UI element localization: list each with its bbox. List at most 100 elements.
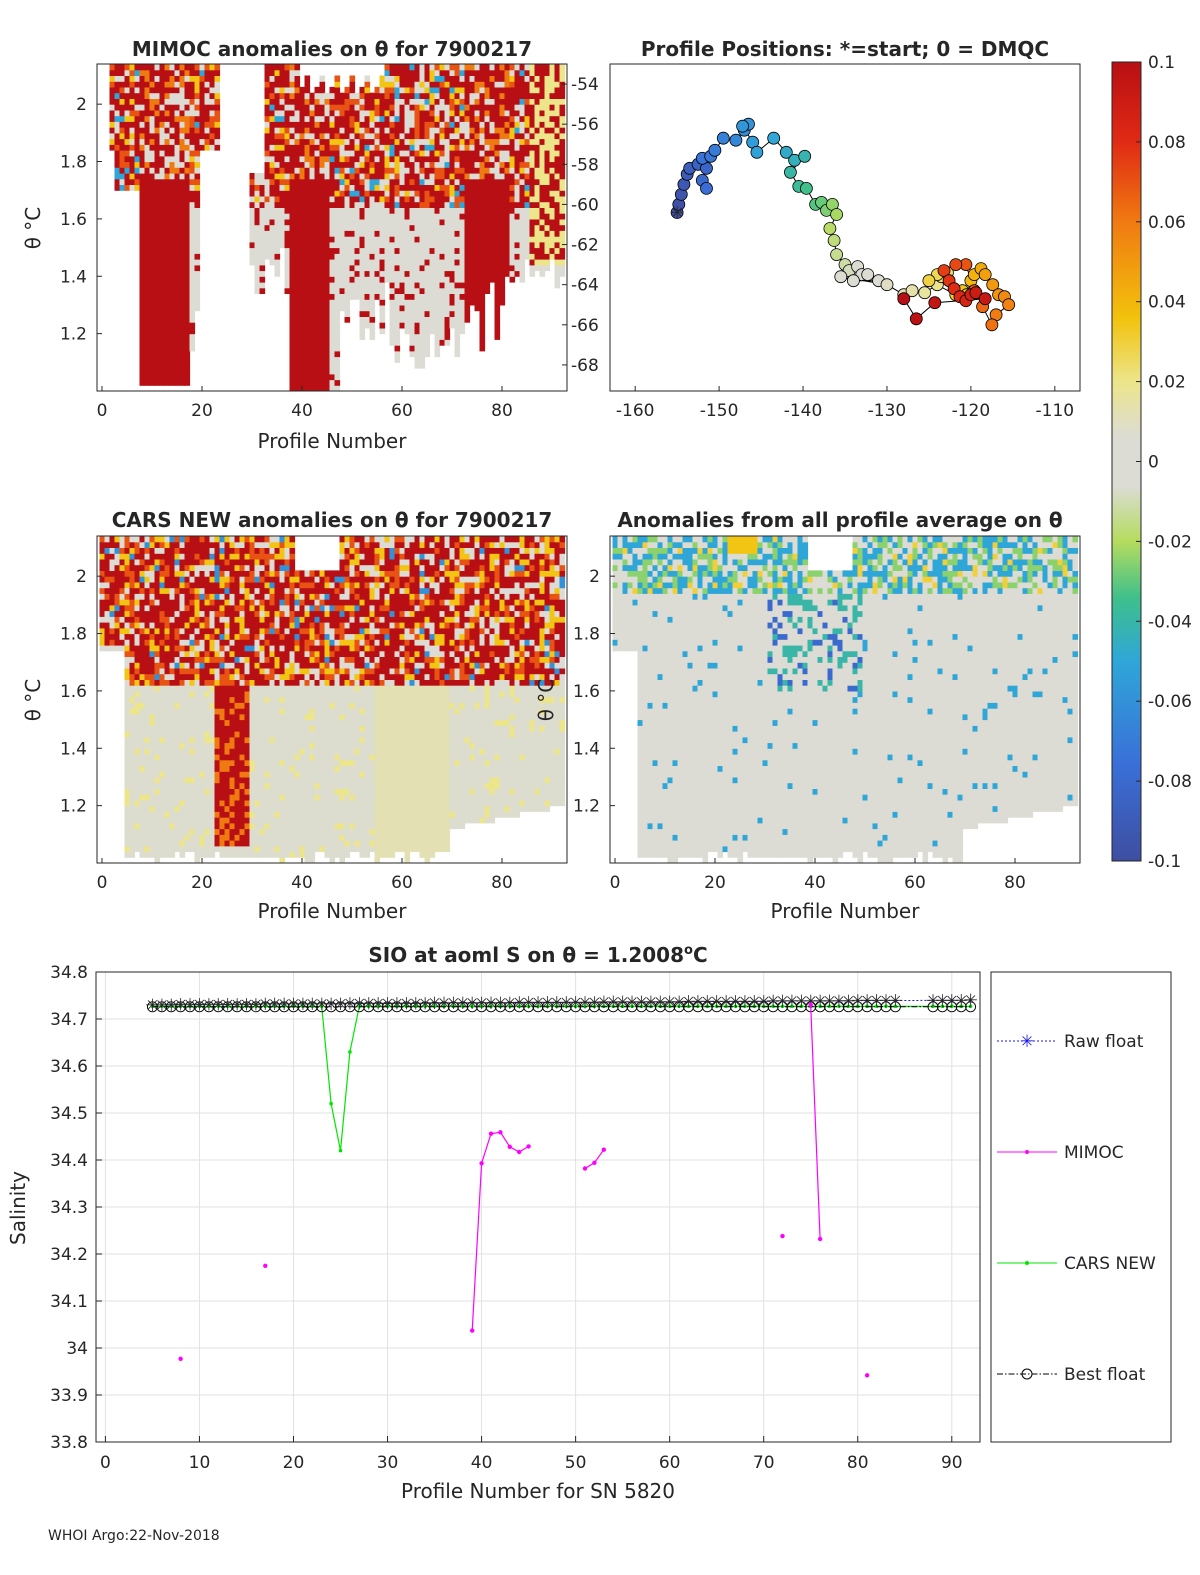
heatmap-cell bbox=[149, 822, 156, 830]
heatmap-cell bbox=[154, 345, 161, 352]
heatmap-cell bbox=[159, 558, 166, 566]
heatmap-cell bbox=[289, 368, 296, 375]
heatmap-cell bbox=[509, 69, 516, 76]
heatmap-cell bbox=[559, 138, 566, 145]
heatmap-cell bbox=[544, 264, 551, 272]
heatmap-cell bbox=[194, 759, 201, 766]
heatmap-cell bbox=[394, 299, 401, 306]
heatmap-cell bbox=[459, 287, 466, 294]
heatmap-cell bbox=[179, 373, 186, 381]
heatmap-cell bbox=[549, 109, 556, 117]
heatmap-cell bbox=[354, 276, 361, 283]
heatmap-cell bbox=[484, 190, 491, 197]
heatmap-cell bbox=[114, 138, 121, 145]
heatmap-cell bbox=[169, 771, 176, 778]
heatmap-cell bbox=[394, 150, 401, 157]
heatmap-cell bbox=[109, 144, 116, 151]
heatmap-cell bbox=[124, 799, 131, 807]
heatmap-cell bbox=[354, 241, 361, 249]
heatmap-cell bbox=[344, 276, 351, 283]
heatmap-cell bbox=[384, 69, 391, 76]
heatmap-cell bbox=[134, 782, 141, 789]
heatmap-cell bbox=[509, 173, 516, 180]
heatmap-cell bbox=[489, 121, 496, 128]
heatmap-cell bbox=[154, 719, 161, 726]
heatmap-cell bbox=[214, 64, 221, 71]
heatmap-cell bbox=[469, 115, 476, 122]
heatmap-cell bbox=[404, 75, 411, 82]
heatmap-cell bbox=[154, 155, 161, 163]
heatmap-cell bbox=[149, 299, 156, 306]
heatmap-cell bbox=[139, 581, 146, 589]
heatmap-cell bbox=[349, 287, 356, 294]
heatmap-cell bbox=[324, 230, 331, 237]
heatmap-cell bbox=[184, 587, 191, 594]
heatmap-cell bbox=[544, 218, 551, 226]
heatmap-cell bbox=[414, 132, 421, 140]
heatmap-cell bbox=[444, 167, 451, 174]
heatmap-cell bbox=[324, 345, 331, 352]
heatmap-cell bbox=[384, 270, 391, 277]
heatmap-cell bbox=[514, 98, 521, 105]
heatmap-cell bbox=[394, 213, 401, 220]
heatmap-cell bbox=[189, 316, 196, 323]
heatmap-cell bbox=[439, 253, 446, 260]
heatmap-cell bbox=[294, 241, 301, 249]
heatmap-cell bbox=[399, 121, 406, 128]
heatmap-cell bbox=[254, 207, 261, 214]
heatmap-cell bbox=[534, 247, 541, 254]
heatmap-cell bbox=[179, 645, 186, 652]
heatmap-cell bbox=[149, 333, 156, 340]
heatmap-cell bbox=[144, 731, 151, 738]
heatmap-cell bbox=[124, 558, 131, 566]
heatmap-cell bbox=[529, 264, 536, 272]
heatmap-cell bbox=[119, 121, 126, 128]
heatmap-cell bbox=[494, 150, 501, 157]
heatmap-cell bbox=[164, 218, 171, 226]
heatmap-cell bbox=[109, 604, 116, 612]
heatmap-cell bbox=[279, 92, 286, 99]
heatmap-cell bbox=[304, 236, 311, 243]
heatmap-cell bbox=[559, 64, 566, 71]
heatmap-cell bbox=[209, 817, 216, 824]
heatmap-cell bbox=[164, 270, 171, 277]
heatmap-cell bbox=[159, 178, 166, 185]
heatmap-cell bbox=[314, 259, 321, 266]
heatmap-cell bbox=[404, 167, 411, 174]
heatmap-cell bbox=[124, 104, 131, 111]
heatmap-cell bbox=[549, 230, 556, 237]
heatmap-cell bbox=[284, 207, 291, 214]
heatmap-cell bbox=[319, 327, 326, 335]
heatmap-cell bbox=[264, 224, 271, 231]
heatmap-cell bbox=[444, 132, 451, 140]
heatmap-cell bbox=[194, 553, 201, 560]
heatmap-cell bbox=[344, 213, 351, 220]
heatmap-cell bbox=[329, 379, 336, 386]
heatmap-cell bbox=[479, 224, 486, 231]
heatmap-cell bbox=[454, 224, 461, 231]
heatmap-cell bbox=[554, 109, 561, 117]
heatmap-cell bbox=[499, 264, 506, 272]
heatmap-cell bbox=[179, 195, 186, 203]
heatmap-cell bbox=[514, 184, 521, 191]
heatmap-cell bbox=[484, 201, 491, 208]
heatmap-cell bbox=[414, 75, 421, 82]
heatmap-cell bbox=[364, 150, 371, 157]
heatmap-cell bbox=[479, 115, 486, 122]
right-y-tick-label: -66 bbox=[571, 316, 599, 336]
heatmap-cell bbox=[379, 86, 386, 94]
heatmap-cell bbox=[409, 241, 416, 249]
heatmap-cell bbox=[339, 264, 346, 272]
heatmap-cell bbox=[134, 536, 141, 543]
heatmap-cell bbox=[99, 639, 106, 646]
heatmap-cell bbox=[99, 610, 106, 617]
heatmap-cell bbox=[399, 104, 406, 111]
heatmap-cell bbox=[364, 236, 371, 243]
heatmap-cell bbox=[214, 69, 221, 76]
heatmap-cell bbox=[149, 127, 156, 134]
heatmap-cell bbox=[169, 150, 176, 157]
heatmap-cell bbox=[284, 276, 291, 283]
heatmap-cell bbox=[364, 230, 371, 237]
heatmap-cell bbox=[514, 270, 521, 277]
heatmap-cell bbox=[339, 127, 346, 134]
